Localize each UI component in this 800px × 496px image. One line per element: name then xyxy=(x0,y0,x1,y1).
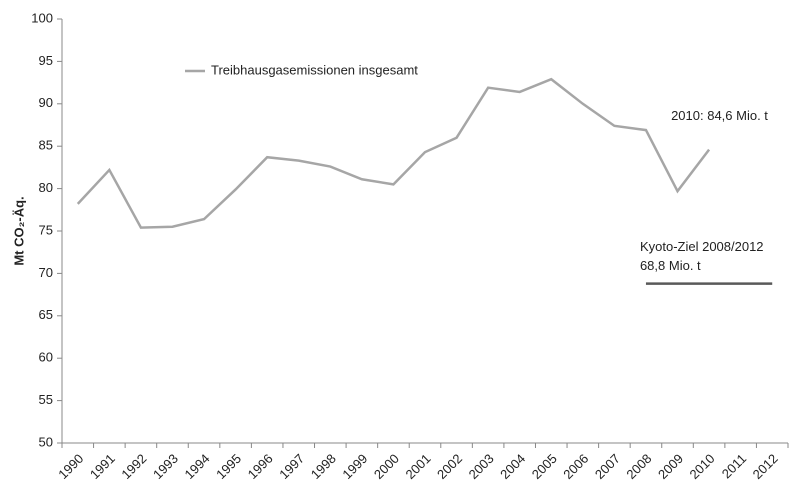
x-tick-label: 1990 xyxy=(55,451,86,482)
x-tick-label: 2000 xyxy=(371,451,402,482)
x-tick-label: 2012 xyxy=(750,451,781,482)
x-tick-label: 2010 xyxy=(687,451,718,482)
x-tick-label: 2004 xyxy=(497,451,528,482)
y-tick-label: 70 xyxy=(39,265,53,280)
x-tick-label: 2002 xyxy=(434,451,465,482)
y-tick-label: 90 xyxy=(39,95,53,110)
y-tick-label: 80 xyxy=(39,180,53,195)
y-tick-label: 75 xyxy=(39,222,53,237)
series-line xyxy=(76,77,711,229)
annotation: 68,8 Mio. t xyxy=(640,258,701,273)
y-tick-label: 50 xyxy=(39,434,53,449)
y-axis-label: Mt CO₂-Äq. xyxy=(11,196,26,265)
y-tick-label: 65 xyxy=(39,307,53,322)
x-tick-label: 2007 xyxy=(592,451,623,482)
y-tick-label: 85 xyxy=(39,138,53,153)
annotation: Kyoto-Ziel 2008/2012 xyxy=(640,239,764,254)
x-tick-label: 1997 xyxy=(276,451,307,482)
y-tick-label: 95 xyxy=(39,53,53,68)
x-tick-label: 1998 xyxy=(308,451,339,482)
y-tick-label: 60 xyxy=(39,350,53,365)
x-tick-label: 1991 xyxy=(87,451,118,482)
x-tick-label: 1992 xyxy=(118,451,149,482)
legend-label: Treibhausgasemissionen insgesamt xyxy=(211,62,418,77)
y-tick-label: 100 xyxy=(31,10,53,25)
x-tick-label: 2003 xyxy=(466,451,497,482)
y-tick-label: 55 xyxy=(39,392,53,407)
x-tick-label: 2006 xyxy=(560,451,591,482)
x-tick-label: 2001 xyxy=(402,451,433,482)
x-tick-label: 1996 xyxy=(245,451,276,482)
annotation: 2010: 84,6 Mio. t xyxy=(671,108,768,123)
x-tick-label: 1994 xyxy=(182,451,213,482)
x-tick-label: 2009 xyxy=(655,451,686,482)
x-tick-label: 1995 xyxy=(213,451,244,482)
x-tick-label: 2011 xyxy=(719,451,749,481)
x-tick-label: 1999 xyxy=(339,451,370,482)
x-tick-label: 1993 xyxy=(150,451,181,482)
x-tick-label: 2005 xyxy=(529,451,560,482)
x-tick-label: 2008 xyxy=(623,451,654,482)
